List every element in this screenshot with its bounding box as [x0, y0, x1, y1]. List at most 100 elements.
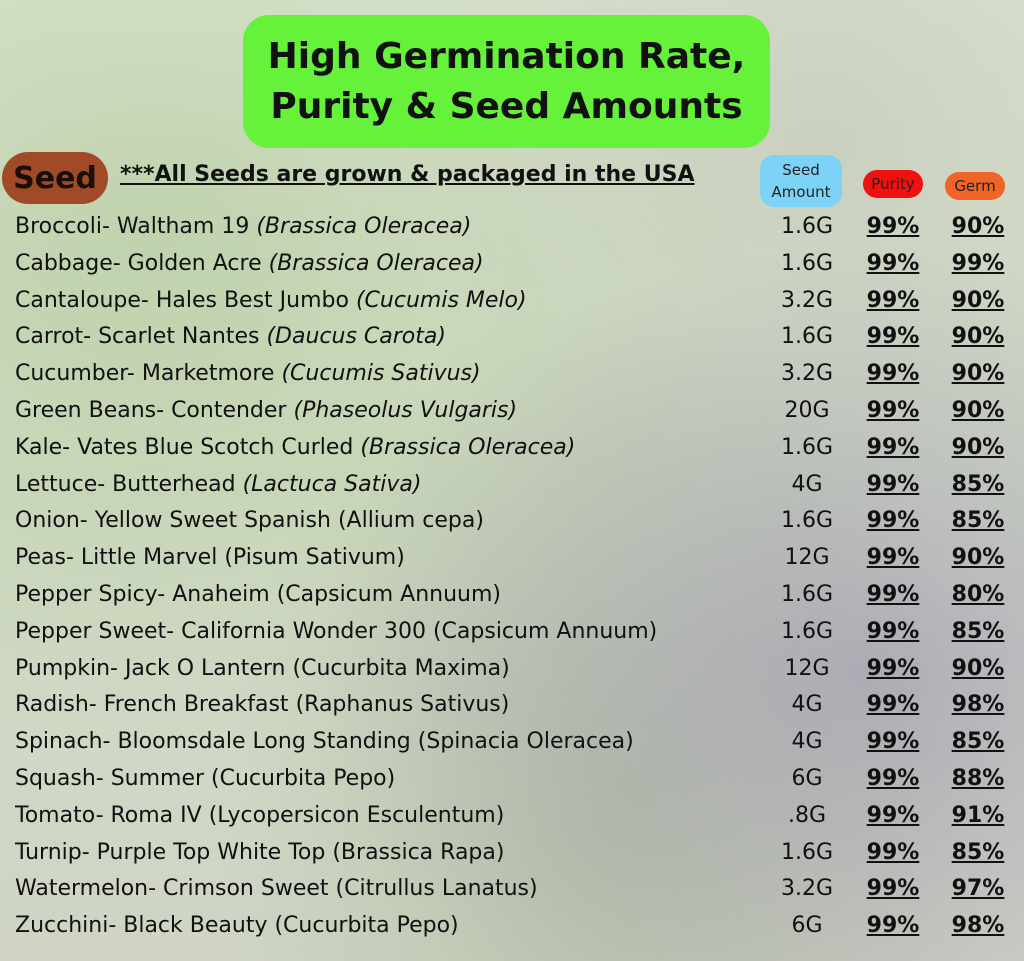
seed-amount: 4G: [791, 729, 823, 755]
latin-name: (Brassica Rapa): [332, 839, 505, 865]
purity: 99%: [866, 287, 920, 313]
common-name: Cabbage- Golden Acre: [15, 250, 262, 276]
common-name: Squash- Summer: [15, 766, 205, 791]
common-name: Peas- Little Marvel: [15, 545, 218, 571]
common-name: Pepper Spicy- Anaheim: [15, 582, 270, 607]
germination: 85%: [951, 839, 1005, 865]
latin-name: (Phaseolus Vulgaris): [293, 398, 518, 423]
latin-name: (Citrullus Lanatus): [335, 876, 538, 902]
seed-name: Pepper Spicy- Anaheim (Capsicum Annuum): [15, 580, 501, 610]
germination: 90%: [951, 361, 1005, 387]
purity: 99%: [866, 214, 920, 239]
latin-name: (Daucus Carota): [266, 324, 446, 350]
seed-name: Pumpkin- Jack O Lantern (Cucurbita Maxim…: [15, 654, 510, 684]
purity: 99%: [866, 398, 920, 423]
latin-name: (Cucurbita Maxima): [292, 655, 510, 681]
purity: 99%: [866, 729, 920, 755]
purity: 99%: [866, 508, 920, 534]
seed-amount: 1.6G: [780, 618, 834, 644]
germ-header: Germ: [945, 172, 1005, 200]
seed-name: Carrot- Scarlet Nantes (Daucus Carota): [15, 322, 446, 352]
common-name: Watermelon- Crimson Sweet: [15, 876, 329, 902]
seed-amount: 3.2G: [780, 287, 834, 313]
purity: 99%: [866, 545, 920, 571]
purity: 99%: [866, 361, 920, 387]
latin-name: (Raphanus Sativus): [295, 692, 510, 718]
germination: 85%: [951, 729, 1005, 755]
purity: 99%: [866, 802, 920, 828]
seed-amount: 3.2G: [780, 876, 834, 902]
latin-name: (Cucumis Melo): [355, 287, 527, 313]
latin-name: (Lactuca Sativa): [242, 471, 422, 497]
seed-name: Tomato- Roma IV (Lycopersicon Esculentum…: [15, 801, 504, 831]
latin-name: (Spinacia Oleracea): [417, 729, 634, 755]
seed-name: Squash- Summer (Cucurbita Pepo): [15, 764, 395, 794]
common-name: Spinach- Bloomsdale Long Standing: [15, 729, 411, 755]
common-name: Pumpkin- Jack O Lantern: [15, 655, 286, 681]
purity: 99%: [866, 913, 920, 939]
purity: 99%: [866, 618, 920, 644]
seed-amount: 1.6G: [780, 434, 834, 460]
germination: 85%: [951, 471, 1005, 497]
latin-name: (Cucurbita Pepo): [211, 766, 396, 791]
seed-name: Cabbage- Golden Acre (Brassica Oleracea): [15, 249, 484, 279]
amount-header: Seed Amount: [760, 155, 842, 207]
seed-amount: 12G: [784, 545, 830, 571]
germination: 85%: [951, 618, 1005, 644]
common-name: Onion- Yellow Sweet Spanish: [15, 508, 331, 534]
seed-amount: 20G: [784, 398, 830, 423]
germination: 88%: [951, 766, 1005, 791]
latin-name: (Cucumis Sativus): [281, 361, 481, 387]
purity: 99%: [866, 766, 920, 791]
common-name: Cantaloupe- Hales Best Jumbo: [15, 287, 349, 313]
seed-amount: 1.6G: [780, 839, 834, 865]
common-name: Broccoli- Waltham 19: [15, 214, 250, 239]
seed-amount: 3.2G: [780, 361, 834, 387]
purity-header: Purity: [863, 170, 923, 198]
germination: 90%: [951, 324, 1005, 350]
purity: 99%: [866, 655, 920, 681]
seed-badge: Seed: [2, 152, 108, 204]
common-name: Pepper Sweet- California Wonder 300: [15, 618, 426, 644]
seed-amount: 1.6G: [780, 582, 834, 607]
seed-amount: 12G: [784, 655, 830, 681]
germination: 98%: [951, 692, 1005, 718]
purity: 99%: [866, 434, 920, 460]
seed-name: Onion- Yellow Sweet Spanish (Allium cepa…: [15, 506, 484, 536]
germination: 97%: [951, 876, 1005, 902]
common-name: Carrot- Scarlet Nantes: [15, 324, 260, 350]
seed-name: Cantaloupe- Hales Best Jumbo (Cucumis Me…: [15, 286, 527, 316]
seed-name: Watermelon- Crimson Sweet (Citrullus Lan…: [15, 874, 538, 904]
germination: 90%: [951, 287, 1005, 313]
latin-name: (Brassica Oleracea): [256, 214, 472, 239]
common-name: Turnip- Purple Top White Top: [15, 839, 326, 865]
latin-name: (Brassica Oleracea): [360, 434, 576, 460]
latin-name: (Lycopersicon Esculentum): [208, 802, 505, 828]
common-name: Kale- Vates Blue Scotch Curled: [15, 434, 354, 460]
seed-name: Lettuce- Butterhead (Lactuca Sativa): [15, 470, 421, 500]
seed-amount: .8G: [787, 802, 827, 828]
note: ***All Seeds are grown & packaged in the…: [120, 162, 695, 187]
title-box: High Germination Rate, Purity & Seed Amo…: [243, 15, 770, 148]
seed-amount: 6G: [791, 766, 823, 791]
purity: 99%: [866, 692, 920, 718]
seed-name: Broccoli- Waltham 19 (Brassica Oleracea): [15, 212, 471, 242]
latin-name: (Pisum Sativum): [224, 545, 405, 571]
purity: 99%: [866, 582, 920, 607]
common-name: Lettuce- Butterhead: [15, 471, 236, 497]
common-name: Radish- French Breakfast: [15, 692, 289, 718]
latin-name: (Cucurbita Pepo): [274, 913, 459, 939]
seed-name: Turnip- Purple Top White Top (Brassica R…: [15, 838, 504, 868]
seed-name: Pepper Sweet- California Wonder 300 (Cap…: [15, 617, 657, 647]
seed-amount: 4G: [791, 471, 823, 497]
germination: 90%: [951, 434, 1005, 460]
seed-name: Kale- Vates Blue Scotch Curled (Brassica…: [15, 433, 575, 463]
germination: 90%: [951, 214, 1005, 239]
title-line: High Germination Rate,: [267, 35, 746, 77]
seed-amount: 4G: [791, 692, 823, 718]
seed-name: Zucchini- Black Beauty (Cucurbita Pepo): [15, 911, 459, 941]
germination: 90%: [951, 398, 1005, 423]
title-line: Purity & Seed Amounts: [270, 85, 743, 127]
seed-name: Radish- French Breakfast (Raphanus Sativ…: [15, 690, 509, 720]
